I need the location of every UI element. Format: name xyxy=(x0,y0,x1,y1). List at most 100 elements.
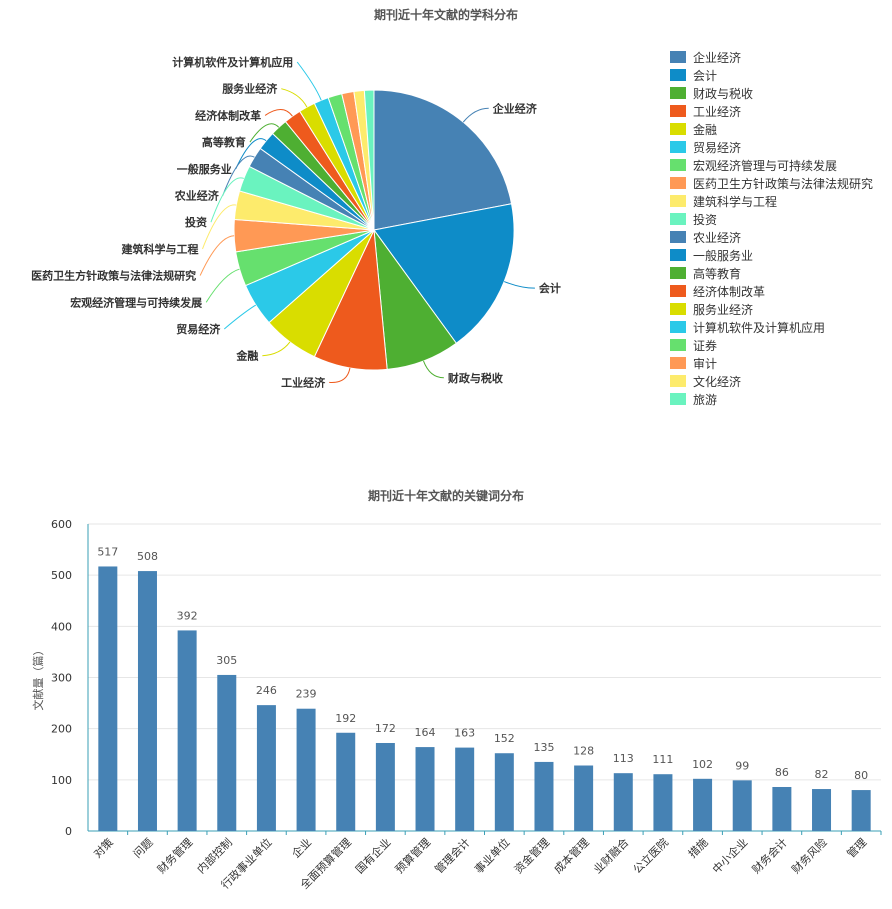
legend-item[interactable]: 计算机软件及计算机应用 xyxy=(670,318,873,336)
pie-label: 财政与税收 xyxy=(447,371,503,385)
legend-swatch xyxy=(670,303,686,315)
bar-value-label: 239 xyxy=(296,688,317,701)
legend-label: 文化经济 xyxy=(693,374,742,389)
legend-item[interactable]: 服务业经济 xyxy=(670,300,873,318)
x-tick-label: 资金管理 xyxy=(511,835,552,876)
legend-swatch xyxy=(670,69,686,81)
bar[interactable] xyxy=(177,630,197,831)
legend-swatch xyxy=(670,105,686,117)
y-tick-label: 500 xyxy=(51,569,72,582)
bar-value-label: 80 xyxy=(854,769,868,782)
bar[interactable] xyxy=(494,753,514,831)
x-tick-label: 财务会计 xyxy=(749,835,790,876)
legend-item[interactable]: 农业经济 xyxy=(670,228,873,246)
legend-item[interactable]: 财政与税收 xyxy=(670,84,873,102)
legend-item[interactable]: 高等教育 xyxy=(670,264,873,282)
legend-item[interactable]: 会计 xyxy=(670,66,873,84)
x-tick-label: 管理会计 xyxy=(432,835,473,876)
pie-slice[interactable] xyxy=(373,89,513,231)
legend-item[interactable]: 一般服务业 xyxy=(670,246,873,264)
legend-label: 财政与税收 xyxy=(693,86,754,101)
y-axis-label: 文献量（篇） xyxy=(31,645,45,711)
bar[interactable] xyxy=(772,786,792,831)
legend-item[interactable]: 文化经济 xyxy=(670,372,873,390)
legend-label: 证券 xyxy=(693,338,718,353)
legend-item[interactable]: 工业经济 xyxy=(670,102,873,120)
pie-label: 计算机软件及计算机应用 xyxy=(172,55,293,69)
legend-swatch xyxy=(670,375,686,387)
y-tick-label: 100 xyxy=(51,774,72,787)
x-tick-label: 措施 xyxy=(685,835,710,860)
bar[interactable] xyxy=(653,774,673,831)
legend-swatch xyxy=(670,249,686,261)
legend-label: 贸易经济 xyxy=(693,140,742,155)
bar[interactable] xyxy=(375,742,395,831)
bar-value-label: 508 xyxy=(137,550,158,563)
legend-label: 服务业经济 xyxy=(693,302,754,317)
bar[interactable] xyxy=(851,790,871,831)
legend-label: 经济体制改革 xyxy=(693,284,766,299)
bar[interactable] xyxy=(217,674,237,831)
legend-item[interactable]: 企业经济 xyxy=(670,48,873,66)
pie-label: 医药卫生方针政策与法律法规研究 xyxy=(31,269,196,283)
legend-label: 高等教育 xyxy=(693,266,742,281)
pie-label: 工业经济 xyxy=(281,375,326,389)
legend-item[interactable]: 经济体制改革 xyxy=(670,282,873,300)
bar-value-label: 164 xyxy=(415,726,436,739)
legend-item[interactable]: 宏观经济管理与可持续发展 xyxy=(670,156,873,174)
legend-swatch xyxy=(670,195,686,207)
y-tick-label: 400 xyxy=(51,620,72,633)
legend-item[interactable]: 投资 xyxy=(670,210,873,228)
legend-swatch xyxy=(670,393,686,405)
x-tick-label: 中小企业 xyxy=(709,835,750,876)
bar-chart: 0 100 200 300 400 500 600 文献量（篇） 517 对策 508 问题 392 财务… xyxy=(31,518,882,892)
legend-item[interactable]: 医药卫生方针政策与法律法规研究 xyxy=(670,174,873,192)
x-tick-label: 企业 xyxy=(289,835,314,860)
bar-value-label: 113 xyxy=(613,752,634,765)
legend-swatch xyxy=(670,213,686,225)
bar[interactable] xyxy=(336,732,356,831)
pie-label: 投资 xyxy=(185,215,207,229)
y-tick-label: 0 xyxy=(65,825,72,838)
legend-label: 企业经济 xyxy=(693,50,742,65)
x-tick-label: 内部控制 xyxy=(194,835,235,876)
legend-swatch xyxy=(670,87,686,99)
bar[interactable] xyxy=(693,778,713,831)
bar[interactable] xyxy=(613,773,633,831)
bar[interactable] xyxy=(296,708,316,831)
legend-label: 会计 xyxy=(693,68,718,83)
legend-label: 计算机软件及计算机应用 xyxy=(693,320,826,335)
bar[interactable] xyxy=(812,789,832,831)
bar[interactable] xyxy=(137,571,157,831)
bar[interactable] xyxy=(574,765,594,831)
legend-item[interactable]: 建筑科学与工程 xyxy=(670,192,873,210)
pie-legend: 企业经济会计财政与税收 工业经济 金融贸易经济 宏观经济管理与可持续发展 医药卫生方针政… xyxy=(670,48,873,408)
x-tick-label: 预算管理 xyxy=(392,835,433,876)
pie-label: 服务业经济 xyxy=(222,82,278,96)
bar[interactable] xyxy=(256,705,276,831)
x-tick-label: 事业单位 xyxy=(471,835,512,876)
pie-slice[interactable] xyxy=(363,89,375,231)
legend-swatch xyxy=(670,321,686,333)
legend-item[interactable]: 审计 xyxy=(670,354,873,372)
pie-label: 经济体制改革 xyxy=(195,108,261,122)
legend-item[interactable]: 证券 xyxy=(670,336,873,354)
pie-label: 企业经济 xyxy=(492,101,538,115)
bar[interactable] xyxy=(732,780,752,831)
bar-value-label: 102 xyxy=(692,758,713,771)
legend-label: 建筑科学与工程 xyxy=(693,194,778,209)
legend-swatch xyxy=(670,177,686,189)
bar[interactable] xyxy=(534,761,554,831)
bar[interactable] xyxy=(98,566,118,831)
bar-value-label: 99 xyxy=(735,759,749,772)
x-tick-label: 公立医院 xyxy=(630,835,671,876)
legend-label: 旅游 xyxy=(693,392,718,407)
bar[interactable] xyxy=(415,747,435,831)
legend-item[interactable]: 金融 xyxy=(670,120,873,138)
legend-item[interactable]: 贸易经济 xyxy=(670,138,873,156)
bar[interactable] xyxy=(455,747,475,831)
pie-slice[interactable] xyxy=(373,203,515,344)
legend-item[interactable]: 旅游 xyxy=(670,390,873,408)
pie-label: 金融 xyxy=(235,349,258,363)
